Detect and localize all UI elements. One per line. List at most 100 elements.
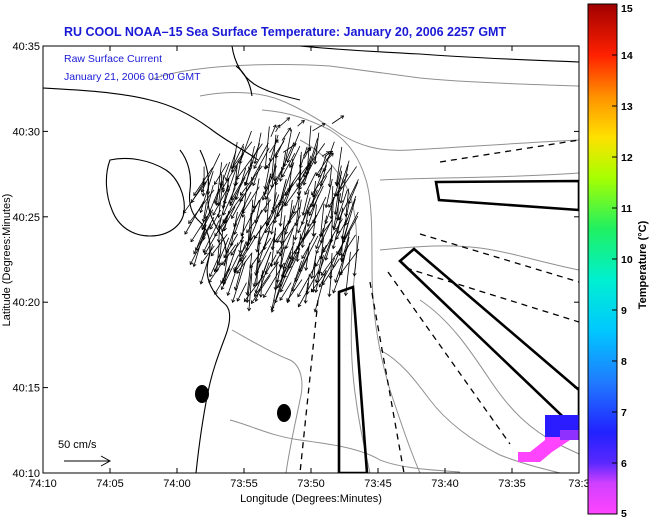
current-vector: [238, 223, 245, 254]
plot-area: 50 cm/s Raw Surface Current January 21, …: [43, 46, 579, 473]
current-vector: [274, 137, 286, 159]
x-tick-label: 73:40: [431, 478, 459, 490]
current-vector: [200, 245, 215, 265]
current-vector: [199, 244, 214, 285]
current-vector: [313, 132, 320, 165]
current-vector: [188, 189, 215, 225]
current-vector: [303, 147, 311, 159]
current-vector: [261, 165, 277, 201]
coastline-inlet: [235, 65, 253, 97]
current-vector: [252, 178, 260, 209]
x-tick-label: 73:55: [230, 478, 258, 490]
current-vector: [233, 255, 247, 274]
dashed-lines: [299, 139, 579, 473]
current-vector: [226, 270, 237, 297]
current-vector: [273, 246, 285, 266]
x-tick-label: 73:50: [297, 478, 325, 490]
current-vector: [233, 165, 238, 187]
current-vector: [315, 227, 324, 250]
x-tick-label: 74:00: [163, 478, 191, 490]
current-vector: [295, 233, 302, 263]
current-vector: [324, 150, 334, 157]
current-vector: [335, 216, 349, 240]
current-vector: [297, 272, 319, 308]
colorbar-tick-label: 9: [621, 305, 627, 317]
colorbar-tick-label: 11: [621, 203, 632, 215]
y-axis: 40:10 40:15 40:20 40:25 40:30 40:35: [12, 41, 579, 480]
current-vector: [281, 152, 296, 178]
current-vector: [201, 178, 206, 197]
colorbar-tick-label: 5: [621, 508, 627, 519]
current-vector: [202, 166, 207, 186]
current-vector: [278, 196, 284, 227]
y-tick-label: 40:30: [12, 126, 40, 138]
current-vector: [306, 194, 319, 227]
current-vector: [213, 163, 228, 186]
current-vector: [324, 234, 334, 261]
current-vector: [246, 199, 272, 234]
y-tick-label: 40:20: [12, 297, 40, 309]
bathymetry-contour-8: [229, 419, 461, 473]
current-vector: [206, 182, 211, 195]
current-vector: [334, 245, 349, 284]
station-dot-1: [195, 385, 209, 403]
current-vector: [254, 262, 270, 302]
x-tick-label: 73:35: [498, 478, 526, 490]
current-vector: [236, 282, 247, 302]
bathymetry-contour-5: [379, 172, 579, 181]
coastline: [43, 46, 579, 473]
dashed-line-4: [387, 271, 511, 445]
current-vector: [332, 189, 348, 231]
bathymetry-contours: [149, 64, 579, 473]
dashed-line-2: [419, 233, 579, 283]
colorbar-label: Temperature (°C): [637, 220, 649, 309]
current-vector: [263, 262, 285, 299]
coverage-box-diagonal: [398, 247, 579, 434]
surface-current-vectors: [182, 115, 360, 313]
current-vector: [332, 273, 341, 294]
current-vector: [247, 273, 253, 312]
y-tick-label: 40:25: [12, 212, 40, 224]
current-vector: [221, 206, 236, 233]
colorbar-tick-label: 15: [621, 3, 633, 15]
coverage-box-vertical: [337, 285, 369, 473]
current-vector: [201, 209, 214, 231]
current-vector: [302, 144, 318, 186]
bathymetry-contour-9: [419, 299, 579, 455]
current-vector: [239, 165, 263, 196]
dashed-line-1: [439, 139, 579, 163]
current-vector: [220, 254, 240, 291]
colorbar-tick-label: 6: [621, 458, 627, 470]
current-vector: [324, 198, 335, 225]
x-tick-label: 74:10: [29, 478, 57, 490]
colorbar-tick-label: 12: [621, 152, 633, 164]
current-vector: [313, 270, 327, 313]
current-vector: [282, 241, 295, 270]
bathymetry-contour-6: [379, 245, 579, 271]
y-tick-label: 40:35: [12, 41, 40, 53]
scale-arrow-head: [100, 455, 112, 467]
x-tick-label: 73:45: [364, 478, 392, 490]
current-vector: [212, 185, 230, 216]
current-vector: [340, 200, 350, 240]
current-vector: [311, 204, 317, 237]
bathymetry-contour-7: [231, 329, 303, 473]
current-vector: [204, 214, 228, 256]
y-tick-label: 40:10: [12, 468, 40, 480]
current-vector: [352, 235, 360, 277]
current-vector: [252, 164, 261, 187]
current-vector: [300, 210, 309, 249]
current-vector: [221, 174, 226, 193]
current-vector: [276, 215, 301, 255]
current-vector: [315, 244, 327, 267]
current-vector: [324, 178, 333, 209]
current-vector: [250, 275, 271, 305]
current-vector: [278, 151, 287, 182]
colorbar-tick-label: 7: [621, 407, 627, 419]
current-vector: [232, 141, 253, 168]
current-vector: [296, 160, 312, 188]
coverage-boxes: [337, 179, 579, 473]
bathymetry-contour-3: [261, 109, 421, 473]
bathymetry-contour-1: [149, 64, 579, 87]
current-vector: [320, 249, 341, 276]
